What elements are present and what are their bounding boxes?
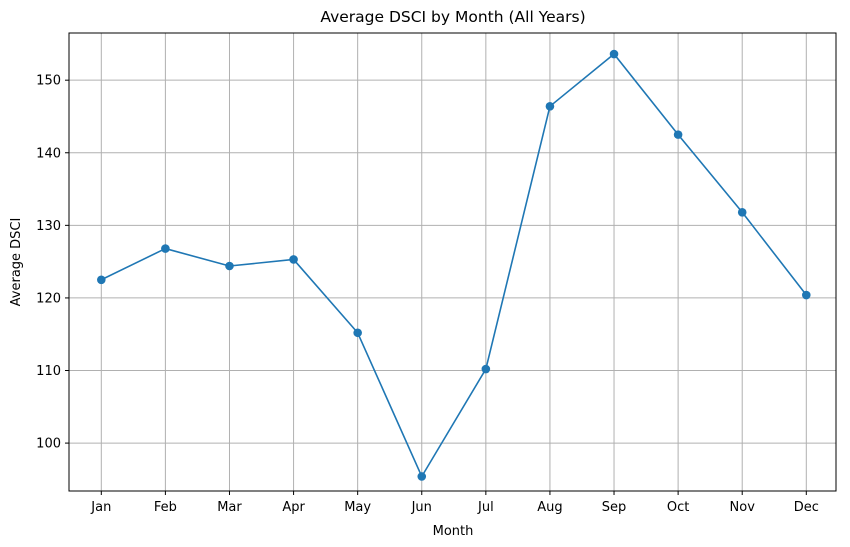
- y-tick-label: 100: [36, 437, 61, 452]
- y-tick-label: 140: [36, 146, 61, 161]
- y-tick-label: 150: [36, 74, 61, 89]
- data-point: [481, 364, 491, 374]
- x-tick-label: May: [344, 500, 371, 515]
- x-tick-label: Aug: [537, 500, 562, 515]
- y-axis-title: Average DSCI: [9, 218, 24, 307]
- series-line: [100, 53, 807, 478]
- data-point: [609, 49, 619, 59]
- data-point: [97, 275, 106, 285]
- x-tick-label: Jun: [411, 500, 432, 515]
- x-tick-label: Nov: [730, 500, 756, 515]
- x-axis-ticks: Jan Feb Mar Apr May Jun Jul Aug Sep Oct Nov Dec: [90, 491, 819, 515]
- data-point: [353, 328, 362, 338]
- y-axis-ticks: 100 110 120 130 140 150: [36, 74, 69, 452]
- x-tick-label: Sep: [602, 500, 627, 515]
- y-tick-label: 110: [36, 364, 61, 379]
- plot-frame: [68, 32, 837, 492]
- series-polyline: [100, 53, 807, 478]
- x-tick-label: Oct: [667, 500, 689, 515]
- y-tick-label: 130: [36, 219, 61, 234]
- x-tick-label: Jan: [90, 500, 111, 515]
- data-points: [97, 49, 811, 481]
- data-point: [417, 472, 427, 481]
- grid-lines: [69, 33, 836, 491]
- data-point: [289, 255, 298, 264]
- y-tick-label: 120: [36, 291, 61, 306]
- x-tick-label: Feb: [154, 500, 177, 515]
- x-tick-label: Jul: [477, 500, 494, 515]
- data-point: [802, 290, 811, 300]
- data-point: [225, 261, 234, 271]
- x-tick-label: Dec: [794, 500, 819, 515]
- data-point: [673, 130, 683, 139]
- chart-title: Average DSCI by Month (All Years): [320, 8, 585, 26]
- data-point: [161, 244, 170, 253]
- x-tick-label: Apr: [282, 500, 305, 515]
- data-point: [545, 102, 555, 111]
- data-point: [737, 207, 747, 217]
- x-tick-label: Mar: [217, 500, 242, 515]
- x-axis-title: Month: [433, 524, 474, 539]
